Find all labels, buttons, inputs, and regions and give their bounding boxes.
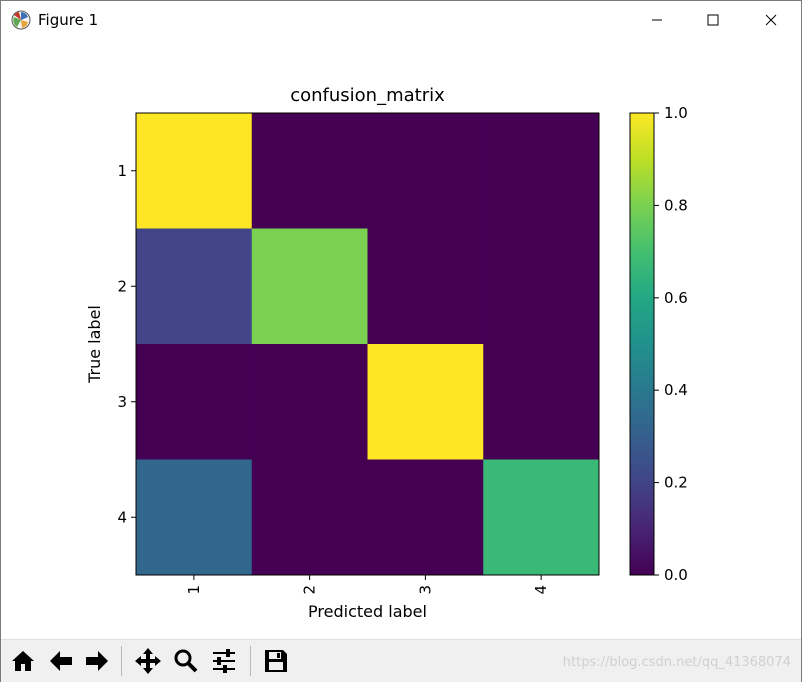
navigation-toolbar: https://blog.csdn.net/qq_41368074 <box>1 639 801 682</box>
heatmap-cell <box>367 113 484 229</box>
minimize-icon <box>652 19 662 21</box>
colorbar-tick-label: 0.4 <box>664 381 688 399</box>
heatmap-cell <box>483 344 600 460</box>
heatmap-cell <box>251 228 368 345</box>
colorbar-tick-label: 0.0 <box>664 566 688 584</box>
colorbar-tick-label: 0.2 <box>664 474 688 492</box>
colorbar <box>630 113 654 575</box>
maximize-icon <box>707 14 719 26</box>
home-icon <box>12 651 34 671</box>
x-tick-label: 3 <box>416 585 434 595</box>
heatmap-cell <box>483 459 600 576</box>
chart-title: confusion_matrix <box>290 85 445 106</box>
home-button[interactable] <box>7 645 39 677</box>
forward-icon <box>86 651 108 671</box>
close-icon <box>765 14 777 26</box>
forward-button[interactable] <box>81 645 113 677</box>
save-button[interactable] <box>260 645 292 677</box>
back-icon <box>50 651 72 671</box>
heatmap-cell <box>251 459 368 576</box>
heatmap-cell <box>136 113 253 229</box>
heatmap-cell <box>251 344 368 460</box>
axes-frame <box>135 112 600 576</box>
zoom-button[interactable] <box>170 645 202 677</box>
save-icon <box>265 650 287 672</box>
heatmap-cell <box>483 113 600 229</box>
x-tick-label: 1 <box>185 585 203 595</box>
minimize-button[interactable] <box>629 1 685 39</box>
heatmap-cell <box>136 228 253 345</box>
confusion-matrix-chart: confusion_matrix 1 2 3 4 1 2 3 4 Predicted label T… <box>85 85 688 621</box>
maximize-button[interactable] <box>685 1 741 39</box>
x-tick-label: 4 <box>532 585 550 595</box>
colorbar-frame <box>629 112 655 576</box>
colorbar-tick-label: 1.0 <box>664 104 688 122</box>
heatmap-cell <box>367 344 484 460</box>
window-title: Figure 1 <box>38 11 99 29</box>
y-tick-label: 4 <box>117 508 127 526</box>
heatmap-cell <box>367 459 484 576</box>
pan-icon <box>135 648 161 674</box>
heatmap-cell <box>367 228 484 345</box>
toolbar-separator <box>121 646 122 676</box>
configure-subplots-button[interactable] <box>208 645 240 677</box>
back-button[interactable] <box>45 645 77 677</box>
y-tick-label: 1 <box>117 162 127 180</box>
title-bar: Figure 1 <box>1 1 801 39</box>
heatmap-cell <box>251 113 368 229</box>
pan-button[interactable] <box>132 645 164 677</box>
figure-canvas[interactable]: confusion_matrix 1 2 3 4 1 2 3 4 Predicted label T… <box>1 39 801 639</box>
colorbar-tick-label: 0.6 <box>664 289 688 307</box>
y-tick-label: 3 <box>117 393 127 411</box>
configure-subplots-icon <box>213 649 235 673</box>
close-button[interactable] <box>743 1 799 39</box>
x-tick-label: 2 <box>301 585 319 595</box>
x-axis-label: Predicted label <box>308 602 427 621</box>
app-icon <box>11 10 31 30</box>
toolbar-separator <box>250 646 251 676</box>
y-axis-label: True label <box>85 305 104 384</box>
heatmap-cell <box>136 459 253 576</box>
y-tick-label: 2 <box>117 277 127 295</box>
heatmap-cell <box>483 228 600 345</box>
watermark-text: https://blog.csdn.net/qq_41368074 <box>562 655 791 670</box>
heatmap-cell <box>136 344 253 460</box>
colorbar-tick-label: 0.8 <box>664 196 688 214</box>
zoom-icon <box>174 649 198 673</box>
